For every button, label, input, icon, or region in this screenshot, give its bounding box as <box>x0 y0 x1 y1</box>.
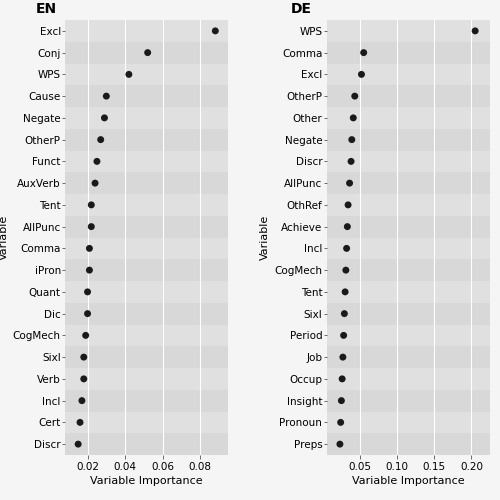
Bar <box>65 194 228 216</box>
Bar <box>326 194 490 216</box>
Point <box>344 201 352 209</box>
Bar <box>326 150 490 172</box>
Point <box>342 266 350 274</box>
Point <box>88 222 96 230</box>
Point <box>350 114 358 122</box>
Bar <box>326 238 490 259</box>
Point <box>82 332 90 340</box>
Point <box>84 288 92 296</box>
Bar <box>326 302 490 324</box>
Bar <box>65 107 228 128</box>
Point <box>86 266 94 274</box>
Point <box>341 288 349 296</box>
Bar <box>326 368 490 390</box>
Point <box>96 136 104 143</box>
Bar <box>326 433 490 455</box>
X-axis label: Variable Importance: Variable Importance <box>352 476 465 486</box>
Y-axis label: Variable: Variable <box>260 215 270 260</box>
Point <box>336 440 344 448</box>
Bar <box>326 42 490 64</box>
Bar <box>65 368 228 390</box>
Bar <box>326 128 490 150</box>
Point <box>342 244 350 252</box>
Point <box>344 222 351 230</box>
Point <box>86 244 94 252</box>
Point <box>74 440 82 448</box>
Bar <box>65 216 228 238</box>
Bar <box>65 433 228 455</box>
Bar <box>65 302 228 324</box>
Bar <box>65 128 228 150</box>
Bar <box>326 20 490 42</box>
Bar <box>326 107 490 128</box>
Bar <box>65 281 228 302</box>
Bar <box>65 64 228 85</box>
Bar <box>65 259 228 281</box>
Point <box>125 70 133 78</box>
Point <box>76 418 84 426</box>
Point <box>346 179 354 187</box>
Bar <box>65 412 228 433</box>
Bar <box>65 85 228 107</box>
Text: DE: DE <box>290 2 312 16</box>
Point <box>78 396 86 404</box>
Point <box>88 201 96 209</box>
Point <box>340 332 347 340</box>
Point <box>351 92 359 100</box>
Bar <box>326 216 490 238</box>
Point <box>338 396 345 404</box>
Point <box>348 136 356 143</box>
Point <box>336 418 344 426</box>
Point <box>93 158 101 166</box>
Point <box>347 158 355 166</box>
Bar <box>65 150 228 172</box>
Point <box>338 375 346 383</box>
Bar <box>65 42 228 64</box>
Point <box>358 70 366 78</box>
Bar <box>326 85 490 107</box>
Bar <box>326 390 490 411</box>
Bar <box>65 20 228 42</box>
Text: EN: EN <box>36 2 56 16</box>
Bar <box>65 390 228 411</box>
Bar <box>326 324 490 346</box>
Point <box>102 92 110 100</box>
Point <box>91 179 99 187</box>
Point <box>339 353 347 361</box>
Point <box>144 48 152 56</box>
Bar <box>326 346 490 368</box>
Bar <box>326 281 490 302</box>
Bar <box>65 346 228 368</box>
Point <box>360 48 368 56</box>
Y-axis label: Variable: Variable <box>0 215 8 260</box>
Bar <box>326 259 490 281</box>
Point <box>340 310 348 318</box>
Point <box>84 310 92 318</box>
X-axis label: Variable Importance: Variable Importance <box>90 476 203 486</box>
Point <box>471 27 479 35</box>
Bar <box>326 172 490 194</box>
Bar <box>326 64 490 85</box>
Bar <box>65 324 228 346</box>
Bar <box>65 172 228 194</box>
Bar <box>65 238 228 259</box>
Bar <box>326 412 490 433</box>
Point <box>100 114 108 122</box>
Point <box>80 375 88 383</box>
Point <box>212 27 220 35</box>
Point <box>80 353 88 361</box>
